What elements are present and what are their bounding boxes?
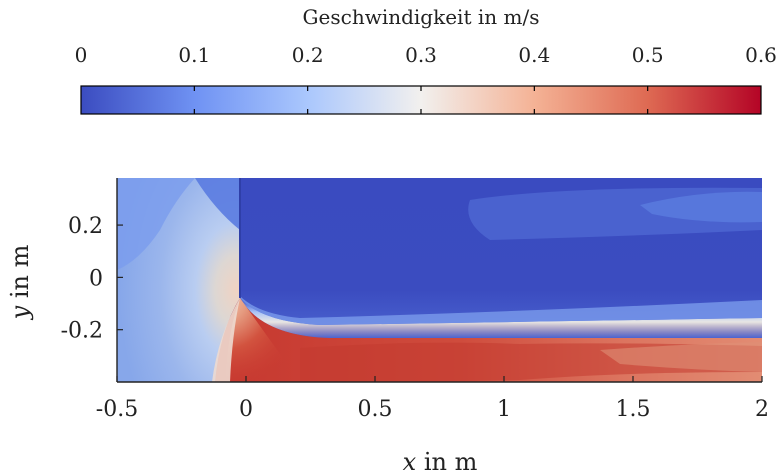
x-axis-label-var: x [403, 448, 417, 474]
x-axis-label-unit: in m [416, 448, 477, 474]
y-axis-label-unit: in m [6, 244, 34, 305]
left-top-corner [195, 178, 240, 230]
colorbar-tick-label: 0.2 [292, 43, 324, 67]
left-top-band [117, 178, 195, 270]
y-tick-label: -0.2 [61, 319, 103, 344]
y-tick-label: 0.2 [68, 214, 103, 239]
edge-neutral-band [212, 298, 240, 382]
x-ticks: -0.5 0 0.5 1 1.5 2 [96, 376, 769, 422]
colorbar-tick-label: 0.4 [518, 43, 550, 67]
colorbar-label: Geschwindigkeit in m/s [303, 5, 540, 29]
x-tick-label: 0 [239, 397, 253, 422]
y-ticks: 0.2 0 -0.2 [61, 214, 123, 344]
colorbar-tick-label: 0.5 [632, 43, 664, 67]
jet-outer-band [600, 342, 762, 372]
colorbar-ticks [193, 86, 649, 114]
colorbar-tick-label: 0.1 [178, 43, 210, 67]
colorbar-tick-label: 0.6 [745, 43, 777, 67]
colorbar-tick-label: 0.3 [405, 43, 437, 67]
x-tick-label: 0.5 [358, 397, 393, 422]
edge-fan [225, 298, 300, 382]
x-axis-label: x in m [403, 448, 478, 474]
upper-right-core [640, 191, 762, 223]
x-tick-label: 1.5 [616, 397, 651, 422]
y-tick-label: 0 [89, 266, 103, 291]
colorbar-tick-label: 0 [75, 43, 88, 67]
x-tick-label: 1 [497, 397, 511, 422]
colorbar-tick-labels: 0 0.1 0.2 0.3 0.4 0.5 0.6 [75, 43, 777, 67]
y-axis-label: y in m [6, 244, 34, 320]
axes: -0.5 0 0.5 1 1.5 2 0.2 0 -0.2 [61, 178, 769, 422]
y-axis-label-var: y [6, 305, 34, 320]
velocity-field [117, 178, 762, 382]
shear-layer-upper [240, 296, 762, 325]
x-tick-label: -0.5 [96, 397, 138, 422]
x-tick-label: 2 [755, 397, 769, 422]
shear-layer [240, 298, 762, 338]
